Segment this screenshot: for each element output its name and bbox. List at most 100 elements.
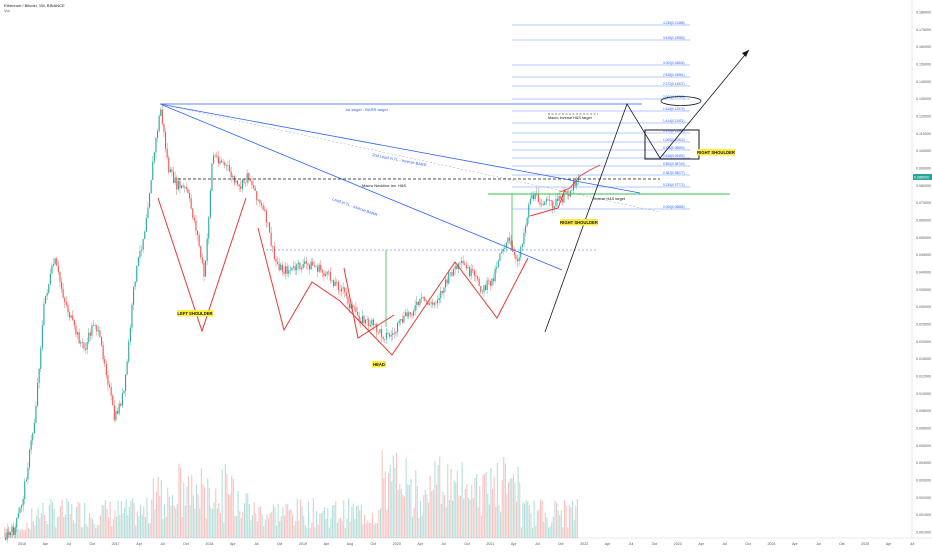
volume-bar [572, 501, 574, 538]
candle-body [504, 248, 506, 250]
candle-body [352, 304, 354, 307]
candle-body [289, 270, 291, 271]
volume-bar [317, 524, 319, 538]
candle-body [358, 315, 360, 321]
volume-bar [436, 484, 438, 538]
y-tick-label: 0.045000 [916, 253, 931, 257]
candle-body [131, 304, 133, 328]
candle-body [179, 180, 181, 189]
volume-bar [205, 518, 207, 538]
right-shoulder-rise [559, 164, 601, 193]
volume-bar [460, 495, 462, 538]
candle-body [472, 269, 474, 271]
volume-bar [50, 498, 52, 538]
volume-bar [501, 479, 503, 538]
volume-bar [221, 469, 223, 538]
target-ellipse [660, 96, 702, 106]
candle-body [493, 278, 495, 282]
current-price-tag [913, 174, 932, 180]
candle-body [549, 199, 551, 201]
volume-bar [448, 499, 450, 538]
candle-body [161, 109, 163, 124]
volume-bar [290, 509, 292, 538]
candle-body [165, 131, 167, 149]
volume-bar [381, 450, 383, 538]
candle-body [101, 336, 103, 346]
volume-bar [333, 504, 335, 538]
x-tick-label: Apr [43, 542, 49, 546]
volume-bar [172, 495, 174, 538]
candle-body [523, 232, 525, 245]
candle-body [59, 272, 61, 282]
volume-bar [512, 474, 514, 538]
volume-bar [546, 517, 548, 538]
volume-bar [365, 523, 367, 538]
volume-bar [213, 502, 215, 538]
candle-body [110, 386, 112, 396]
candle-body [512, 245, 514, 252]
x-tick-label: Apr [324, 542, 330, 546]
volume-bar [420, 501, 422, 538]
volume-bar [444, 494, 446, 538]
candle-body [469, 267, 471, 277]
candle-body [488, 280, 490, 282]
volume-bar [458, 495, 460, 538]
volume-bar [268, 518, 270, 538]
candle-body [518, 257, 520, 262]
candle-body [16, 517, 18, 528]
candle-body [443, 287, 445, 293]
volume-bar [488, 504, 490, 538]
volume-bar [533, 500, 535, 538]
candle-body [317, 266, 319, 272]
candle-body [445, 279, 447, 288]
volume-bar [418, 517, 420, 538]
fib-level-label: 1.272(0.11531) [663, 129, 684, 133]
y-tick-label: 0.120000 [916, 115, 931, 119]
volume-bar [508, 482, 510, 538]
candle-body [368, 319, 370, 327]
candle-body [270, 232, 272, 246]
volume-bar [31, 508, 33, 538]
volume-bar [349, 521, 351, 538]
fib-level-label: 2.272(0.14527) [663, 82, 685, 86]
candle-body [425, 300, 427, 302]
x-tick-label: Apr [230, 542, 236, 546]
volume-bar [525, 499, 527, 538]
candle-body [72, 315, 74, 321]
volume-bar [231, 475, 233, 538]
candle-body [96, 325, 98, 332]
candle-body [313, 265, 315, 267]
candle-body [374, 324, 376, 325]
volume-bar [429, 475, 431, 538]
candle-body [269, 222, 271, 233]
volume-bar [256, 521, 258, 538]
volume-bar [370, 522, 372, 538]
volume-bar [557, 510, 559, 538]
candle-body [392, 333, 394, 336]
fib-level-label: 3.618(0.19083) [663, 36, 685, 40]
candle-body [385, 332, 387, 340]
volume-bar [104, 500, 106, 538]
candle-body [48, 284, 50, 293]
x-tick-label: Apr [792, 542, 798, 546]
volume-bar [180, 467, 182, 538]
candle-body [462, 260, 464, 264]
left-shoulder-label: LEFT SHOULDER [177, 311, 212, 316]
volume-bar [279, 521, 281, 538]
volume-bar [69, 513, 71, 538]
volume-bar [407, 484, 409, 538]
candle-body [222, 162, 224, 163]
volume-bar [391, 481, 393, 538]
candle-body [318, 264, 320, 272]
candle-body [37, 382, 39, 406]
volume-bar [556, 502, 558, 538]
candle-body [35, 405, 37, 423]
candle-body [190, 198, 192, 209]
candle-body [136, 265, 138, 282]
volume-bar [87, 526, 89, 538]
candle-body [9, 532, 11, 536]
y-tick-label: 0.050000 [916, 236, 931, 240]
candle-body [112, 395, 114, 406]
